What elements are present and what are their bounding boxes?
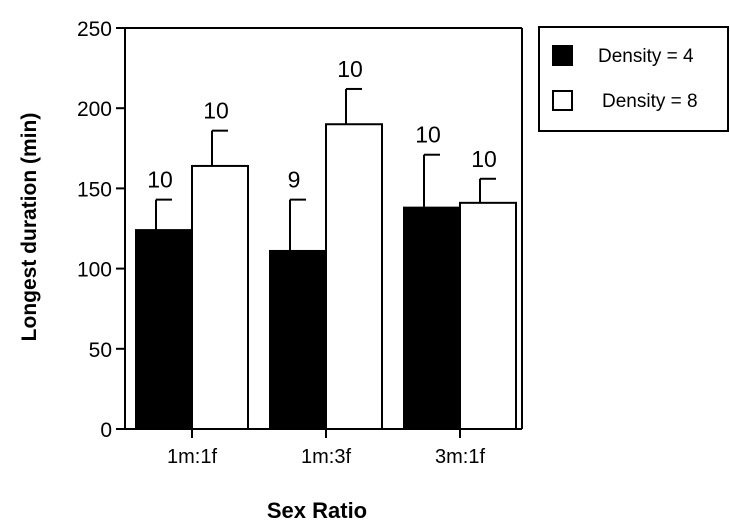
legend-label-density-8: Density = 8 [602, 91, 698, 112]
sample-size-label-1m:3f-density-8: 10 [337, 56, 363, 82]
y-axis-label: Longest duration (min) [18, 113, 41, 342]
plot-area: 10 10 9 10 10 10 [135, 56, 517, 431]
x-axis-label: Sex Ratio [267, 498, 367, 523]
bar-1m:3f-density-8 [325, 123, 383, 431]
y-tick-label-250: 250 [77, 18, 112, 41]
legend-swatch-density-4 [552, 45, 573, 66]
bar-3m:1f-density-4 [403, 206, 461, 430]
bar-1m:1f-density-4 [135, 229, 193, 430]
y-tick-label-50: 50 [89, 339, 112, 362]
sample-size-label-1m:1f-density-8: 10 [203, 98, 229, 124]
legend-box [538, 26, 729, 132]
y-tick-label-150: 150 [77, 178, 112, 201]
axes: 0 50 100 150 200 250 1m:1f 1m:3f 3m:1f [77, 18, 523, 468]
bar-3m:1f-density-8 [459, 201, 517, 430]
legend: Density = 4 Density = 8 [538, 26, 729, 132]
legend-label-density-4: Density = 4 [598, 46, 694, 67]
bar-1m:3f-density-4 [269, 249, 327, 430]
bar-1m:1f-density-8 [191, 164, 249, 430]
x-tick-label-1m:3f: 1m:3f [301, 446, 351, 468]
sample-size-label-1m:1f-density-4: 10 [147, 167, 173, 193]
x-tick-label-3m:1f: 3m:1f [435, 446, 485, 468]
y-tick-label-200: 200 [77, 98, 112, 121]
y-tick-label-100: 100 [77, 259, 112, 282]
sample-size-label-3m:1f-density-8: 10 [471, 146, 497, 172]
sample-size-label-1m:3f-density-4: 9 [288, 167, 301, 193]
y-tick-label-0: 0 [100, 419, 112, 442]
x-tick-label-1m:1f: 1m:1f [167, 446, 217, 468]
sample-size-label-3m:1f-density-4: 10 [415, 122, 441, 148]
legend-swatch-density-8 [552, 90, 573, 111]
